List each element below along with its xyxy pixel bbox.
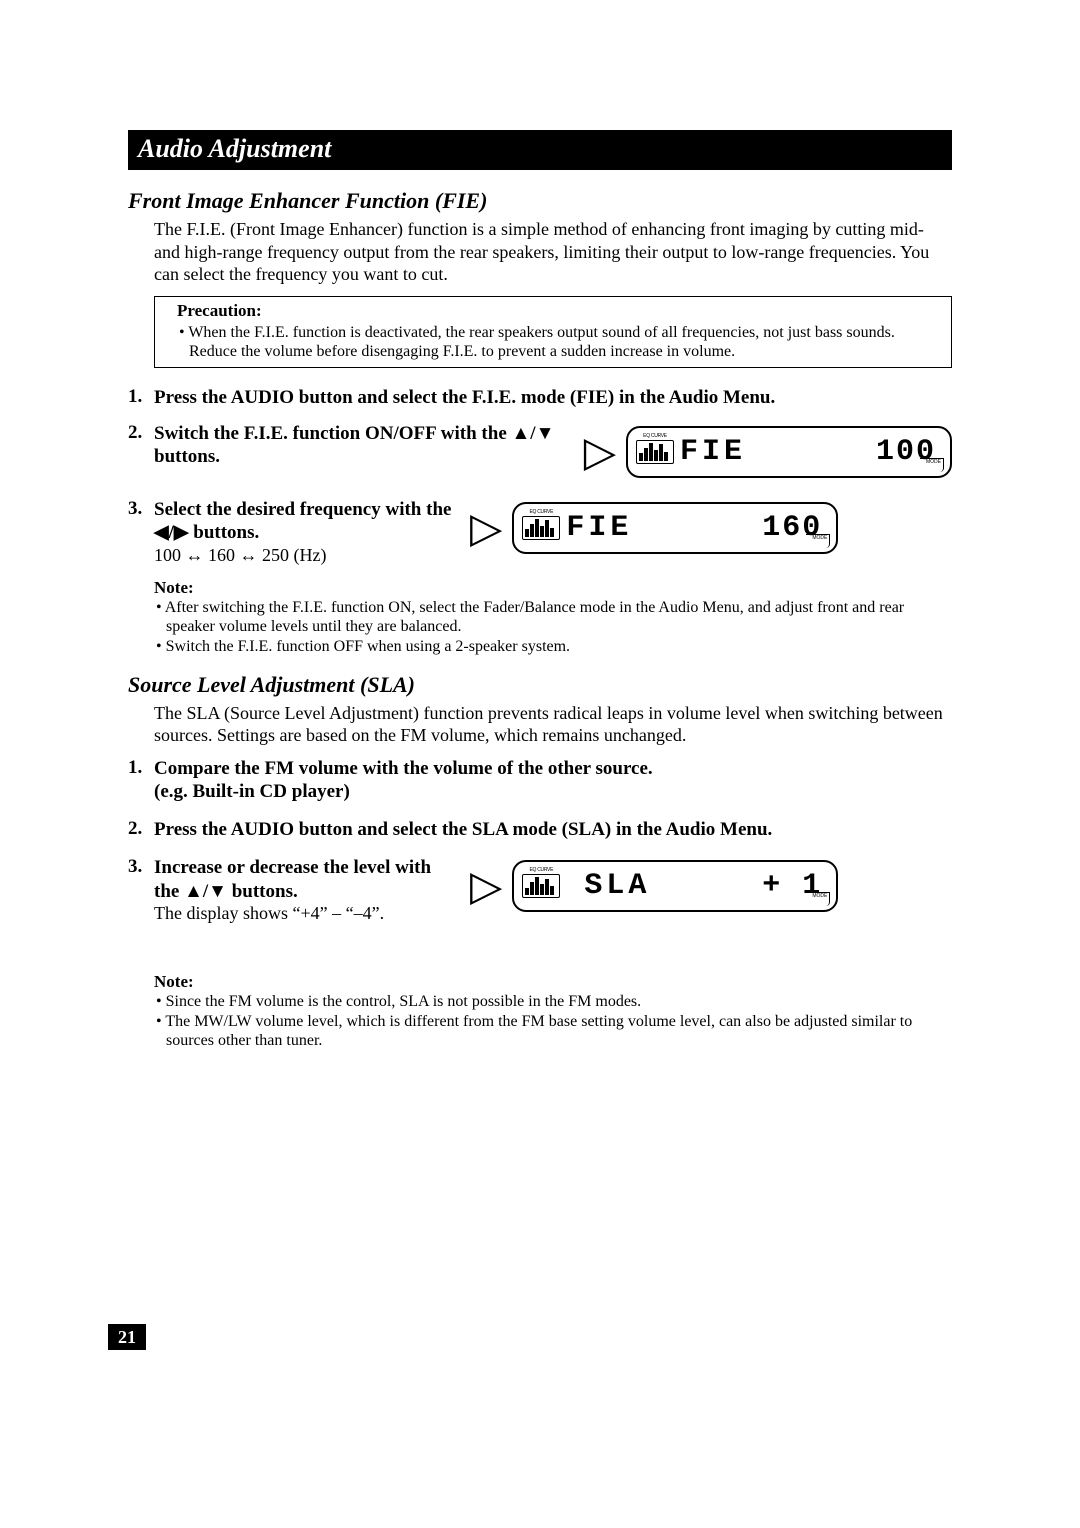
mode-indicator: MODE: [806, 892, 830, 906]
lcd-display: FIE 160 MODE: [512, 502, 838, 554]
fie-step-1: 1. Press the AUDIO button and select the…: [128, 386, 952, 410]
eq-curve-icon: [522, 516, 560, 540]
step-text: Switch the F.I.E. function ON/OFF with t…: [154, 422, 568, 470]
sla-step-2: 2. Press the AUDIO button and select the…: [128, 818, 952, 842]
step-number: 3.: [128, 856, 154, 878]
step-number: 2.: [128, 422, 154, 444]
step-text: Press the AUDIO button and select the F.…: [154, 386, 952, 410]
fie-intro: The F.I.E. (Front Image Enhancer) functi…: [154, 218, 952, 286]
precaution-title: Precaution:: [177, 301, 941, 321]
lcd-label: FIE: [566, 511, 762, 545]
precaution-box: Precaution: • When the F.I.E. function i…: [154, 296, 952, 368]
sla-step-3: 3. Increase or decrease the level with t…: [128, 856, 952, 925]
sla-title: Source Level Adjustment (SLA): [128, 672, 952, 698]
step-number: 1.: [128, 386, 154, 408]
lcd-display: FIE 100 MODE: [626, 426, 952, 478]
step-text: Compare the FM volume with the volume of…: [154, 757, 952, 805]
step-line: Compare the FM volume with the volume of…: [154, 758, 653, 779]
lcd-label: SLA: [566, 869, 762, 903]
eq-curve-icon: [522, 874, 560, 898]
note-text: After switching the F.I.E. function ON, …: [165, 599, 904, 635]
lcd-label: FIE: [680, 435, 876, 469]
fie-step-3: 3. Select the desired frequency with the…: [128, 498, 952, 567]
step-text: Select the desired frequency with the ◀/…: [154, 498, 454, 546]
note-item: • Since the FM volume is the control, SL…: [166, 992, 952, 1011]
pointer-icon: ▷: [584, 431, 616, 473]
eq-curve-icon: [636, 440, 674, 464]
note-title: Note:: [154, 578, 952, 598]
step-number: 3.: [128, 498, 154, 520]
note-text: The MW/LW volume level, which is differe…: [165, 1013, 912, 1049]
page-number-badge: 21: [108, 1324, 146, 1350]
step-text: Press the AUDIO button and select the SL…: [154, 818, 952, 842]
note-item: • After switching the F.I.E. function ON…: [166, 598, 952, 636]
sla-step-1: 1. Compare the FM volume with the volume…: [128, 757, 952, 805]
pointer-icon: ▷: [470, 507, 502, 549]
step-subtext: The display shows “+4” – “–4”.: [154, 903, 454, 924]
sla-intro: The SLA (Source Level Adjustment) functi…: [154, 702, 952, 747]
fie-note-block: Note: • After switching the F.I.E. funct…: [154, 578, 952, 656]
step-number: 2.: [128, 818, 154, 840]
note-item: • Switch the F.I.E. function OFF when us…: [166, 637, 952, 656]
step-number: 1.: [128, 757, 154, 779]
note-item: • The MW/LW volume level, which is diffe…: [166, 1012, 952, 1050]
lcd-display-area: ▷ FIE 100 MODE: [584, 426, 952, 478]
lcd-display: SLA + 1 MODE: [512, 860, 838, 912]
lcd-display-area: ▷ FIE 160 MODE: [470, 502, 838, 554]
precaution-item: • When the F.I.E. function is deactivate…: [189, 323, 941, 361]
section-header: Audio Adjustment: [128, 130, 952, 170]
step-line: (e.g. Built-in CD player): [154, 781, 350, 802]
step-text: Increase or decrease the level with the …: [154, 856, 454, 904]
fie-step-2: 2. Switch the F.I.E. function ON/OFF wit…: [128, 422, 952, 478]
sla-note-block: Note: • Since the FM volume is the contr…: [154, 972, 952, 1050]
precaution-text: When the F.I.E. function is deactivated,…: [188, 324, 895, 360]
pointer-icon: ▷: [470, 865, 502, 907]
note-text: Switch the F.I.E. function OFF when usin…: [166, 638, 570, 655]
note-text: Since the FM volume is the control, SLA …: [166, 993, 642, 1010]
step-subtext: 100 ↔ 160 ↔ 250 (Hz): [154, 545, 454, 566]
mode-indicator: MODE: [806, 534, 830, 548]
mode-indicator: MODE: [920, 458, 944, 472]
lcd-display-area: ▷ SLA + 1 MODE: [470, 860, 838, 912]
note-title: Note:: [154, 972, 952, 992]
fie-title: Front Image Enhancer Function (FIE): [128, 188, 952, 214]
